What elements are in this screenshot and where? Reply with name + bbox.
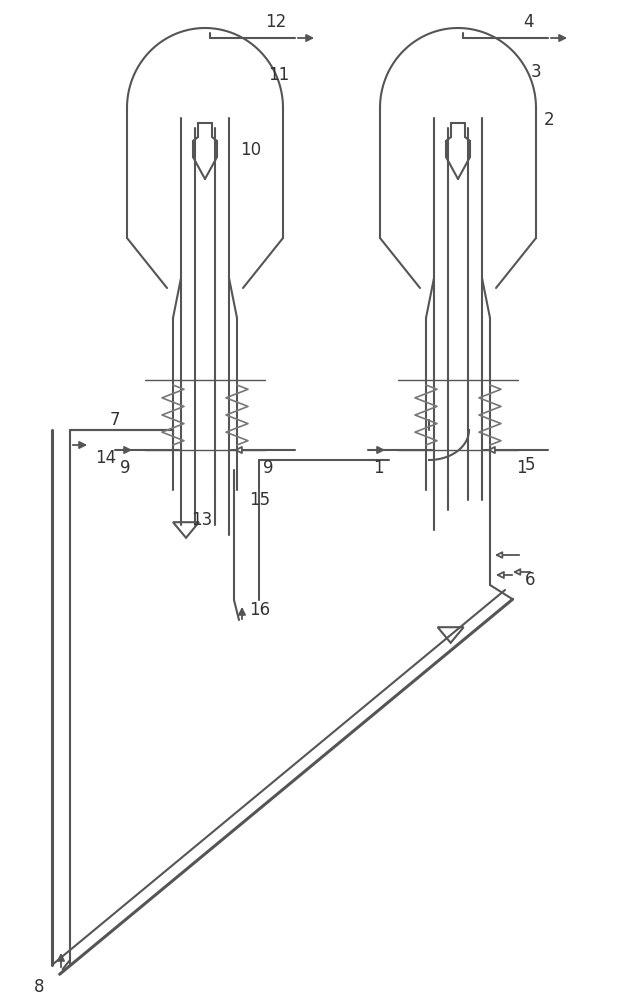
- Text: 8: 8: [34, 978, 44, 996]
- Text: 9: 9: [120, 459, 130, 477]
- Text: 9: 9: [263, 459, 274, 477]
- Text: 2: 2: [544, 111, 555, 129]
- Text: 11: 11: [268, 66, 289, 84]
- Text: 12: 12: [265, 13, 286, 31]
- Text: 3: 3: [531, 63, 542, 81]
- Text: 13: 13: [191, 511, 212, 529]
- Text: 4: 4: [523, 13, 533, 31]
- Text: 1: 1: [373, 459, 384, 477]
- Text: 5: 5: [525, 456, 535, 474]
- Text: 7: 7: [110, 411, 121, 429]
- Text: 14: 14: [95, 449, 116, 467]
- Text: 16: 16: [249, 601, 270, 619]
- Text: 6: 6: [525, 571, 535, 589]
- Text: 15: 15: [249, 491, 270, 509]
- Text: 10: 10: [240, 141, 261, 159]
- Text: 1: 1: [516, 459, 526, 477]
